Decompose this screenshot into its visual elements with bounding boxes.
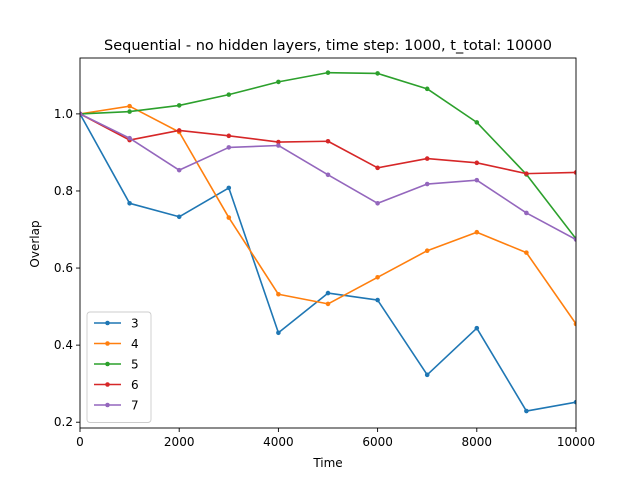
data-point-7-3 <box>226 145 232 150</box>
data-point-5-8 <box>474 120 480 125</box>
legend-label-5: 5 <box>131 358 139 372</box>
data-point-5-4 <box>276 79 281 85</box>
plot-area <box>80 70 576 414</box>
y-tick-label: 0.6 <box>54 261 73 275</box>
x-tick-label: 8000 <box>462 435 493 449</box>
data-point-6-7 <box>424 156 430 161</box>
data-point-7-6 <box>375 201 380 206</box>
legend-marker-7 <box>105 402 110 408</box>
data-point-6-6 <box>375 165 380 171</box>
data-point-3-8 <box>474 325 480 331</box>
data-point-7-0 <box>80 111 83 117</box>
axes: 0 2000 4000 6000 8000 10000 0.2 0.4 0.6 0.8 1.0 <box>54 57 595 449</box>
data-point-4-1 <box>127 103 132 109</box>
data-point-7-7 <box>424 181 430 187</box>
legend-label-7: 7 <box>131 399 139 413</box>
x-tick-label: 2000 <box>164 435 195 449</box>
data-point-3-2 <box>176 214 182 220</box>
y-tick-label: 0.2 <box>54 415 73 429</box>
data-point-3-9 <box>524 408 529 414</box>
data-point-6-10 <box>573 170 576 175</box>
data-point-4-10 <box>573 321 576 327</box>
data-point-7-5 <box>325 172 331 178</box>
x-tick-label: 6000 <box>362 435 393 449</box>
legend-label-4: 4 <box>131 337 139 351</box>
data-point-4-9 <box>524 250 529 255</box>
data-point-6-9 <box>524 171 529 176</box>
legend-label-3: 3 <box>131 317 139 331</box>
data-point-6-8 <box>474 160 480 166</box>
data-point-5-6 <box>375 71 380 76</box>
data-point-7-8 <box>474 177 480 183</box>
data-point-4-5 <box>325 301 331 307</box>
y-tick-label: 1.0 <box>54 107 73 121</box>
data-point-6-5 <box>325 138 331 144</box>
data-point-4-7 <box>424 248 430 254</box>
data-point-3-6 <box>375 297 380 303</box>
legend: 3 4 5 6 7 <box>86 311 152 423</box>
data-point-4-3 <box>226 215 232 220</box>
data-point-3-4 <box>276 330 281 336</box>
x-tick-label: 4000 <box>263 435 294 449</box>
data-point-7-10 <box>573 237 576 242</box>
data-point-3-10 <box>573 399 576 405</box>
legend-label-6: 6 <box>131 378 139 392</box>
series-group <box>80 70 576 414</box>
data-point-7-2 <box>176 167 182 173</box>
data-point-5-3 <box>226 92 232 97</box>
data-point-6-2 <box>176 128 182 133</box>
x-axis-label: Time <box>312 456 342 470</box>
data-point-7-9 <box>524 210 529 216</box>
data-point-4-6 <box>375 275 380 280</box>
data-point-3-3 <box>226 185 232 191</box>
y-axis-label: Overlap <box>28 220 42 267</box>
x-tick-label: 10000 <box>557 435 595 449</box>
data-point-5-7 <box>424 86 430 92</box>
data-point-3-5 <box>325 290 331 296</box>
legend-marker-5 <box>105 361 110 367</box>
data-point-4-4 <box>276 291 281 297</box>
data-point-4-8 <box>474 229 480 235</box>
y-tick-label: 0.8 <box>54 184 73 198</box>
data-point-5-2 <box>176 103 182 108</box>
y-tick-label: 0.4 <box>54 338 73 352</box>
data-point-7-4 <box>276 143 281 148</box>
legend-marker-4 <box>105 341 110 346</box>
data-point-3-1 <box>127 201 132 206</box>
chart-title: Sequential - no hidden layers, time step… <box>104 38 552 54</box>
legend-box <box>86 311 152 423</box>
legend-marker-6 <box>105 382 110 387</box>
data-point-5-5 <box>325 70 331 75</box>
data-point-5-1 <box>127 109 132 114</box>
legend-marker-3 <box>105 320 110 326</box>
data-point-3-7 <box>424 372 430 378</box>
data-point-6-3 <box>226 133 232 139</box>
x-tick-label: 0 <box>76 435 84 449</box>
axes-frame <box>79 57 577 429</box>
data-point-7-1 <box>127 135 132 141</box>
data-point-6-4 <box>276 139 281 145</box>
